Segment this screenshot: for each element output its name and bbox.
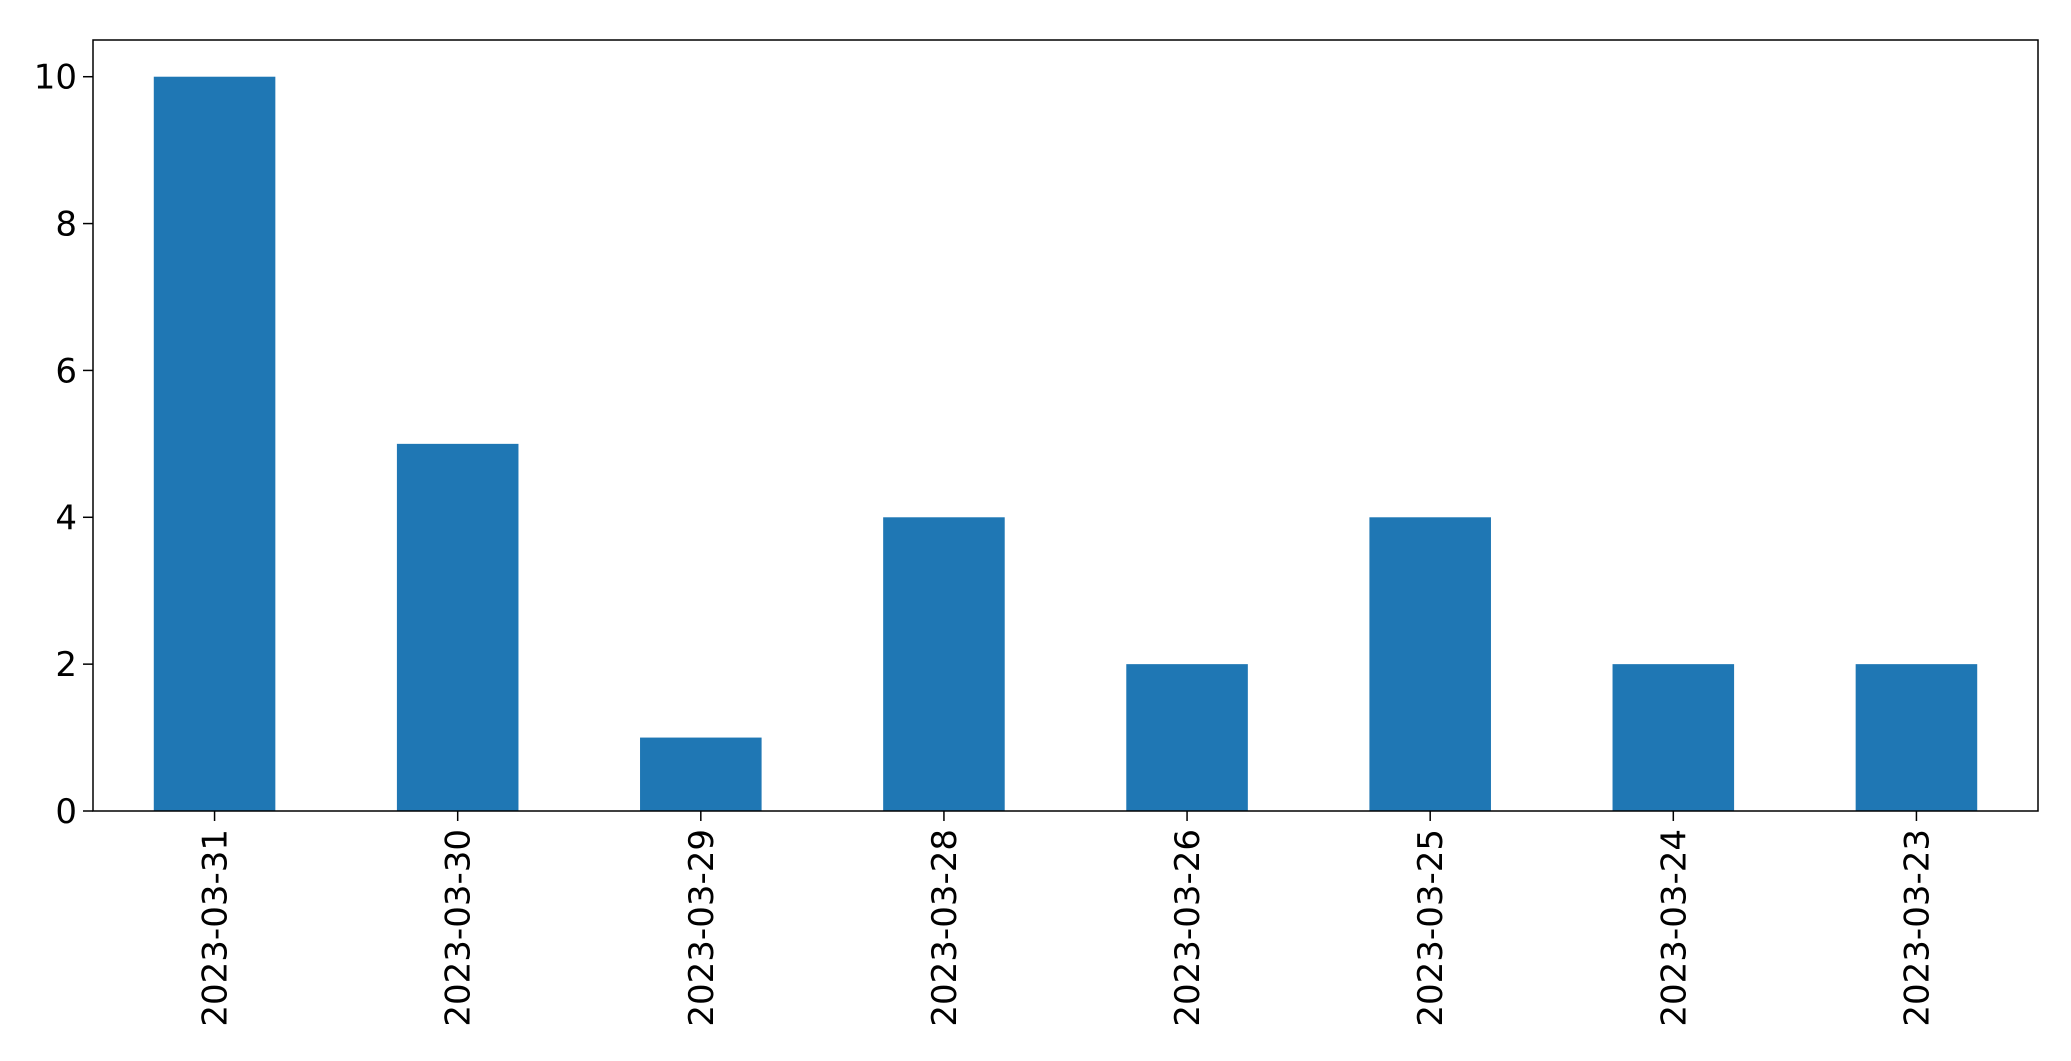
bars-group bbox=[153, 76, 1978, 811]
x-tick-label: 2023-03-24 bbox=[1654, 829, 1694, 1027]
x-tick-label: 2023-03-23 bbox=[1897, 829, 1937, 1027]
y-tick-label: 8 bbox=[55, 205, 77, 245]
y-tick-label: 4 bbox=[55, 498, 77, 538]
bar-2023-03-31 bbox=[153, 76, 276, 811]
bar-2023-03-26 bbox=[1126, 664, 1248, 811]
y-axis: 0 2 4 6 8 10 bbox=[34, 58, 93, 832]
x-tick-label: 2023-03-31 bbox=[196, 829, 236, 1027]
y-tick-label: 6 bbox=[55, 351, 77, 391]
x-tick-label: 2023-03-26 bbox=[1168, 829, 1208, 1027]
x-tick-label: 2023-03-30 bbox=[439, 829, 479, 1027]
bar-2023-03-30 bbox=[396, 443, 519, 811]
x-tick-label: 2023-03-28 bbox=[925, 829, 965, 1027]
plot-frame bbox=[92, 39, 2039, 812]
bar-2023-03-24 bbox=[1612, 664, 1735, 811]
y-tick-label: 2 bbox=[55, 645, 77, 685]
y-tick-label: 10 bbox=[34, 58, 77, 98]
x-tick-label: 2023-03-25 bbox=[1411, 829, 1451, 1027]
x-tick-label: 2023-03-29 bbox=[682, 829, 722, 1027]
y-tick-label: 0 bbox=[55, 792, 77, 832]
bar-2023-03-23 bbox=[1855, 664, 1978, 811]
bar-2023-03-25 bbox=[1369, 517, 1491, 811]
x-axis: 2023-03-31 2023-03-30 2023-03-29 2023-03-28… bbox=[196, 811, 1937, 1027]
bar-2023-03-28 bbox=[883, 517, 1005, 811]
bar-2023-03-29 bbox=[640, 737, 762, 811]
